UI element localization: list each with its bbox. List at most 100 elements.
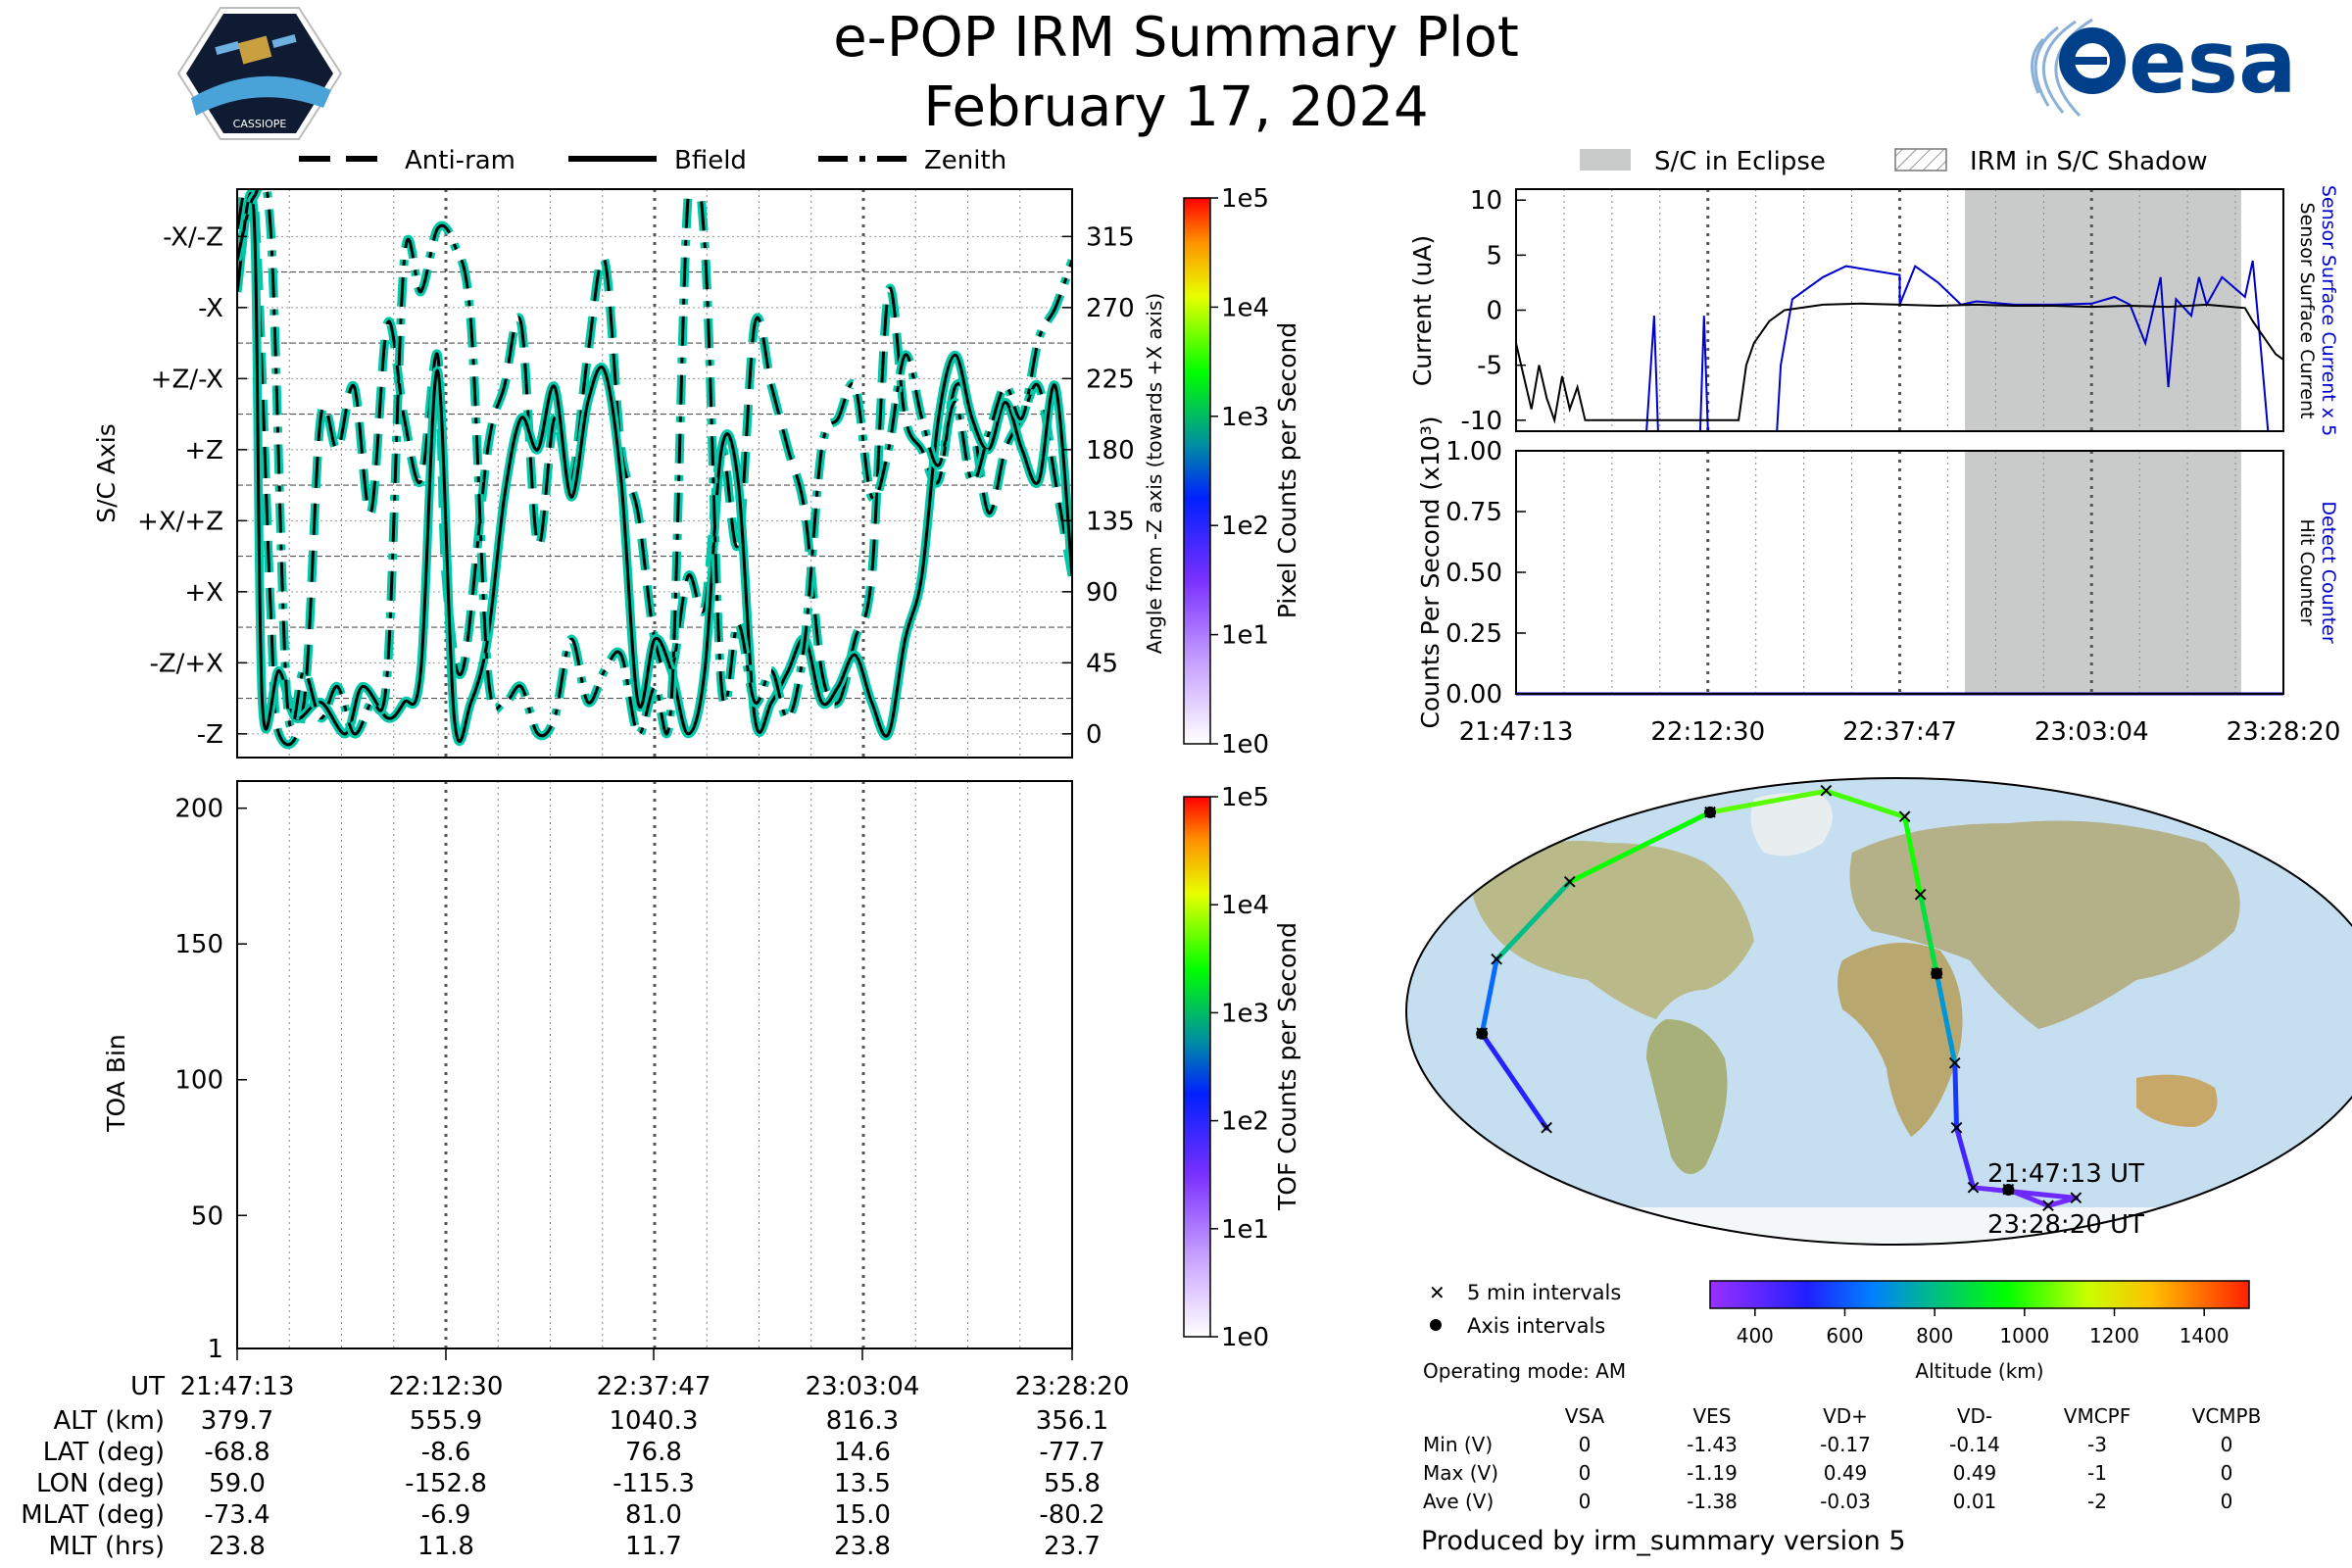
current-ticklabel: -5 xyxy=(1477,352,1502,381)
time-ticklabel: 22:12:30 xyxy=(389,1372,504,1401)
orbit-row-value: -73.4 xyxy=(204,1500,270,1530)
voltage-column-header: VES xyxy=(1692,1404,1731,1428)
orbit-row-value: 13.5 xyxy=(834,1469,891,1498)
orbit-track-segment xyxy=(1918,892,1939,976)
axis-interval-dot xyxy=(2002,1183,2015,1196)
pixel-colorbar-ticklabel: 1e5 xyxy=(1221,184,1269,214)
voltage-value: -1.38 xyxy=(1687,1490,1738,1513)
voltage-row-label: Max (V) xyxy=(1423,1461,1498,1485)
map-legend: ✕ 5 min intervals Axis intervals Operati… xyxy=(1423,1281,1626,1383)
track-point-marker: ✕ xyxy=(1965,1176,1982,1200)
voltage-column-header: VMCPF xyxy=(2064,1404,2131,1428)
orbit-track-segment xyxy=(1971,1185,2079,1200)
time-ticklabel: 21:47:13 xyxy=(180,1372,295,1401)
counts-ticklabel: 0.25 xyxy=(1446,619,1502,649)
counts-ticklabel: 0.50 xyxy=(1446,559,1502,588)
voltage-value: -0.03 xyxy=(1820,1490,1871,1513)
orientation-legend: Anti-ram Bfield Zenith xyxy=(299,146,1006,175)
track-point-marker: ✕ xyxy=(2068,1186,2084,1209)
time-ticklabel: 23:28:20 xyxy=(1015,1372,1130,1401)
track-end-label: 23:28:20 UT xyxy=(1987,1210,2144,1240)
orbit-row-value: 76.8 xyxy=(625,1438,682,1467)
track-point-marker: ✕ xyxy=(1489,948,1505,971)
legend-label-anti-ram: Anti-ram xyxy=(405,146,515,175)
voltage-value: 0 xyxy=(1579,1433,1592,1456)
orbit-row-value: 59.0 xyxy=(209,1469,266,1498)
eclipse-span xyxy=(1965,451,2241,694)
toa-ticklabel: 50 xyxy=(191,1201,223,1231)
orbit-row-label: ALT (km) xyxy=(53,1406,165,1436)
tof-colorbar-ticklabel: 1e4 xyxy=(1221,891,1269,920)
current-panel: 10 5 0 -5 -10 Current (uA) Sensor Surface Cu… xyxy=(1408,185,2339,436)
sc-angle-ticklabel: 225 xyxy=(1086,365,1135,394)
current-ticklabel: -10 xyxy=(1461,407,1502,436)
current-right-label-blue: Sensor Surface Current x 5 xyxy=(2318,185,2339,436)
trace-line-bfield xyxy=(237,191,1072,744)
track-point-marker: ✕ xyxy=(1948,1116,1965,1140)
orbit-row-value: 379.7 xyxy=(201,1406,273,1436)
trace-line-anti-ram xyxy=(237,189,1072,747)
voltage-value: -3 xyxy=(2087,1433,2107,1456)
orbit-row-value: -8.6 xyxy=(421,1438,471,1467)
sc-axis-ticklabel: +X/+Z xyxy=(137,507,223,536)
altitude-colorbar-label: Altitude (km) xyxy=(1915,1359,2043,1383)
altitude-ticklabel: 400 xyxy=(1737,1324,1774,1348)
legend-label-bfield: Bfield xyxy=(674,146,747,175)
orbit-row-value: 14.6 xyxy=(834,1438,891,1467)
orbit-row-value: -80.2 xyxy=(1039,1500,1104,1530)
cross-marker-label: 5 min intervals xyxy=(1467,1281,1621,1304)
pixel-colorbar-label: Pixel Counts per Second xyxy=(1273,322,1301,618)
altitude-ticklabel: 1200 xyxy=(2089,1324,2139,1348)
ut-label: UT xyxy=(130,1372,165,1401)
orbit-track-segment xyxy=(1479,956,1499,1037)
tof-colorbar: 1e0 1e1 1e2 1e3 1e4 1e5 TOF Counts per Second xyxy=(1183,783,1301,1352)
counts-ticklabel: 0.00 xyxy=(1446,680,1502,710)
pixel-colorbar-ticklabel: 1e2 xyxy=(1221,512,1269,541)
voltage-column-header: VD- xyxy=(1957,1404,1992,1428)
axis-interval-dot xyxy=(1704,806,1717,818)
track-start-label: 21:47:13 UT xyxy=(1987,1159,2144,1189)
tof-colorbar-ticklabel: 1e1 xyxy=(1221,1215,1269,1245)
sc-axis-ticklabel: -X xyxy=(198,294,223,323)
orbit-row-value: 55.8 xyxy=(1044,1469,1101,1498)
voltage-column-header: VD+ xyxy=(1823,1404,1868,1428)
pixel-colorbar-ticklabel: 1e0 xyxy=(1221,730,1269,760)
counts-panel: 1.00 0.75 0.50 0.25 0.00 21:47:13 22:12:30 22:3… xyxy=(1416,416,2340,747)
axis-interval-dot xyxy=(1476,1027,1489,1040)
orbit-row-value: 81.0 xyxy=(625,1500,682,1530)
voltage-value: 0 xyxy=(1579,1490,1592,1513)
right-time-ticklabel: 21:47:13 xyxy=(1459,717,1574,747)
orbit-track-segment xyxy=(1707,788,1829,815)
track-point-marker: ✕ xyxy=(1539,1116,1555,1140)
orbit-row-value: -115.3 xyxy=(612,1469,695,1498)
pixel-colorbar-ticklabel: 1e3 xyxy=(1221,403,1269,432)
tof-colorbar-ticklabel: 1e0 xyxy=(1221,1323,1269,1352)
voltage-value: 0.49 xyxy=(1953,1461,1997,1485)
track-point-marker: ✕ xyxy=(1912,883,1929,906)
voltage-value: -0.17 xyxy=(1820,1433,1871,1456)
mission-logo: CASSIOPE xyxy=(176,7,343,140)
sc-angle-ticklabel: 180 xyxy=(1086,436,1135,466)
current-right-label-black: Sensor Surface Current xyxy=(2296,203,2318,419)
legend-label-zenith: Zenith xyxy=(924,146,1006,175)
axis-interval-dot xyxy=(1931,967,1943,980)
shadow-legend-label: IRM in S/C Shadow xyxy=(1970,147,2208,176)
orbit-row-label: LAT (deg) xyxy=(43,1438,165,1467)
pixel-colorbar-ticklabel: 1e4 xyxy=(1221,293,1269,322)
current-ticklabel: 5 xyxy=(1486,241,1502,270)
sc-axis-ticklabel: +Z/-X xyxy=(151,365,223,394)
dot-marker-label: Axis intervals xyxy=(1467,1314,1605,1338)
orbit-track-segment xyxy=(1952,1060,1960,1131)
right-time-ticklabel: 23:03:04 xyxy=(2034,717,2149,747)
time-ticklabel: 23:03:04 xyxy=(806,1372,920,1401)
tof-colorbar-ticklabel: 1e2 xyxy=(1221,1107,1269,1137)
page-title: e-POP IRM Summary Plot xyxy=(833,6,1519,70)
orbit-row-value: 11.8 xyxy=(417,1532,474,1561)
altitude-ticklabel: 800 xyxy=(1916,1324,1953,1348)
current-ticklabel: 0 xyxy=(1486,297,1502,326)
voltage-table: VSA VES VD+ VD- VMCPF VCMPB Min (V) 0 -1.43 -0.17… xyxy=(1423,1404,2261,1513)
orbit-row-value: 23.7 xyxy=(1044,1532,1101,1561)
voltage-value: 0.49 xyxy=(1824,1461,1868,1485)
sc-axis-ticklabel: -Z xyxy=(197,720,223,750)
